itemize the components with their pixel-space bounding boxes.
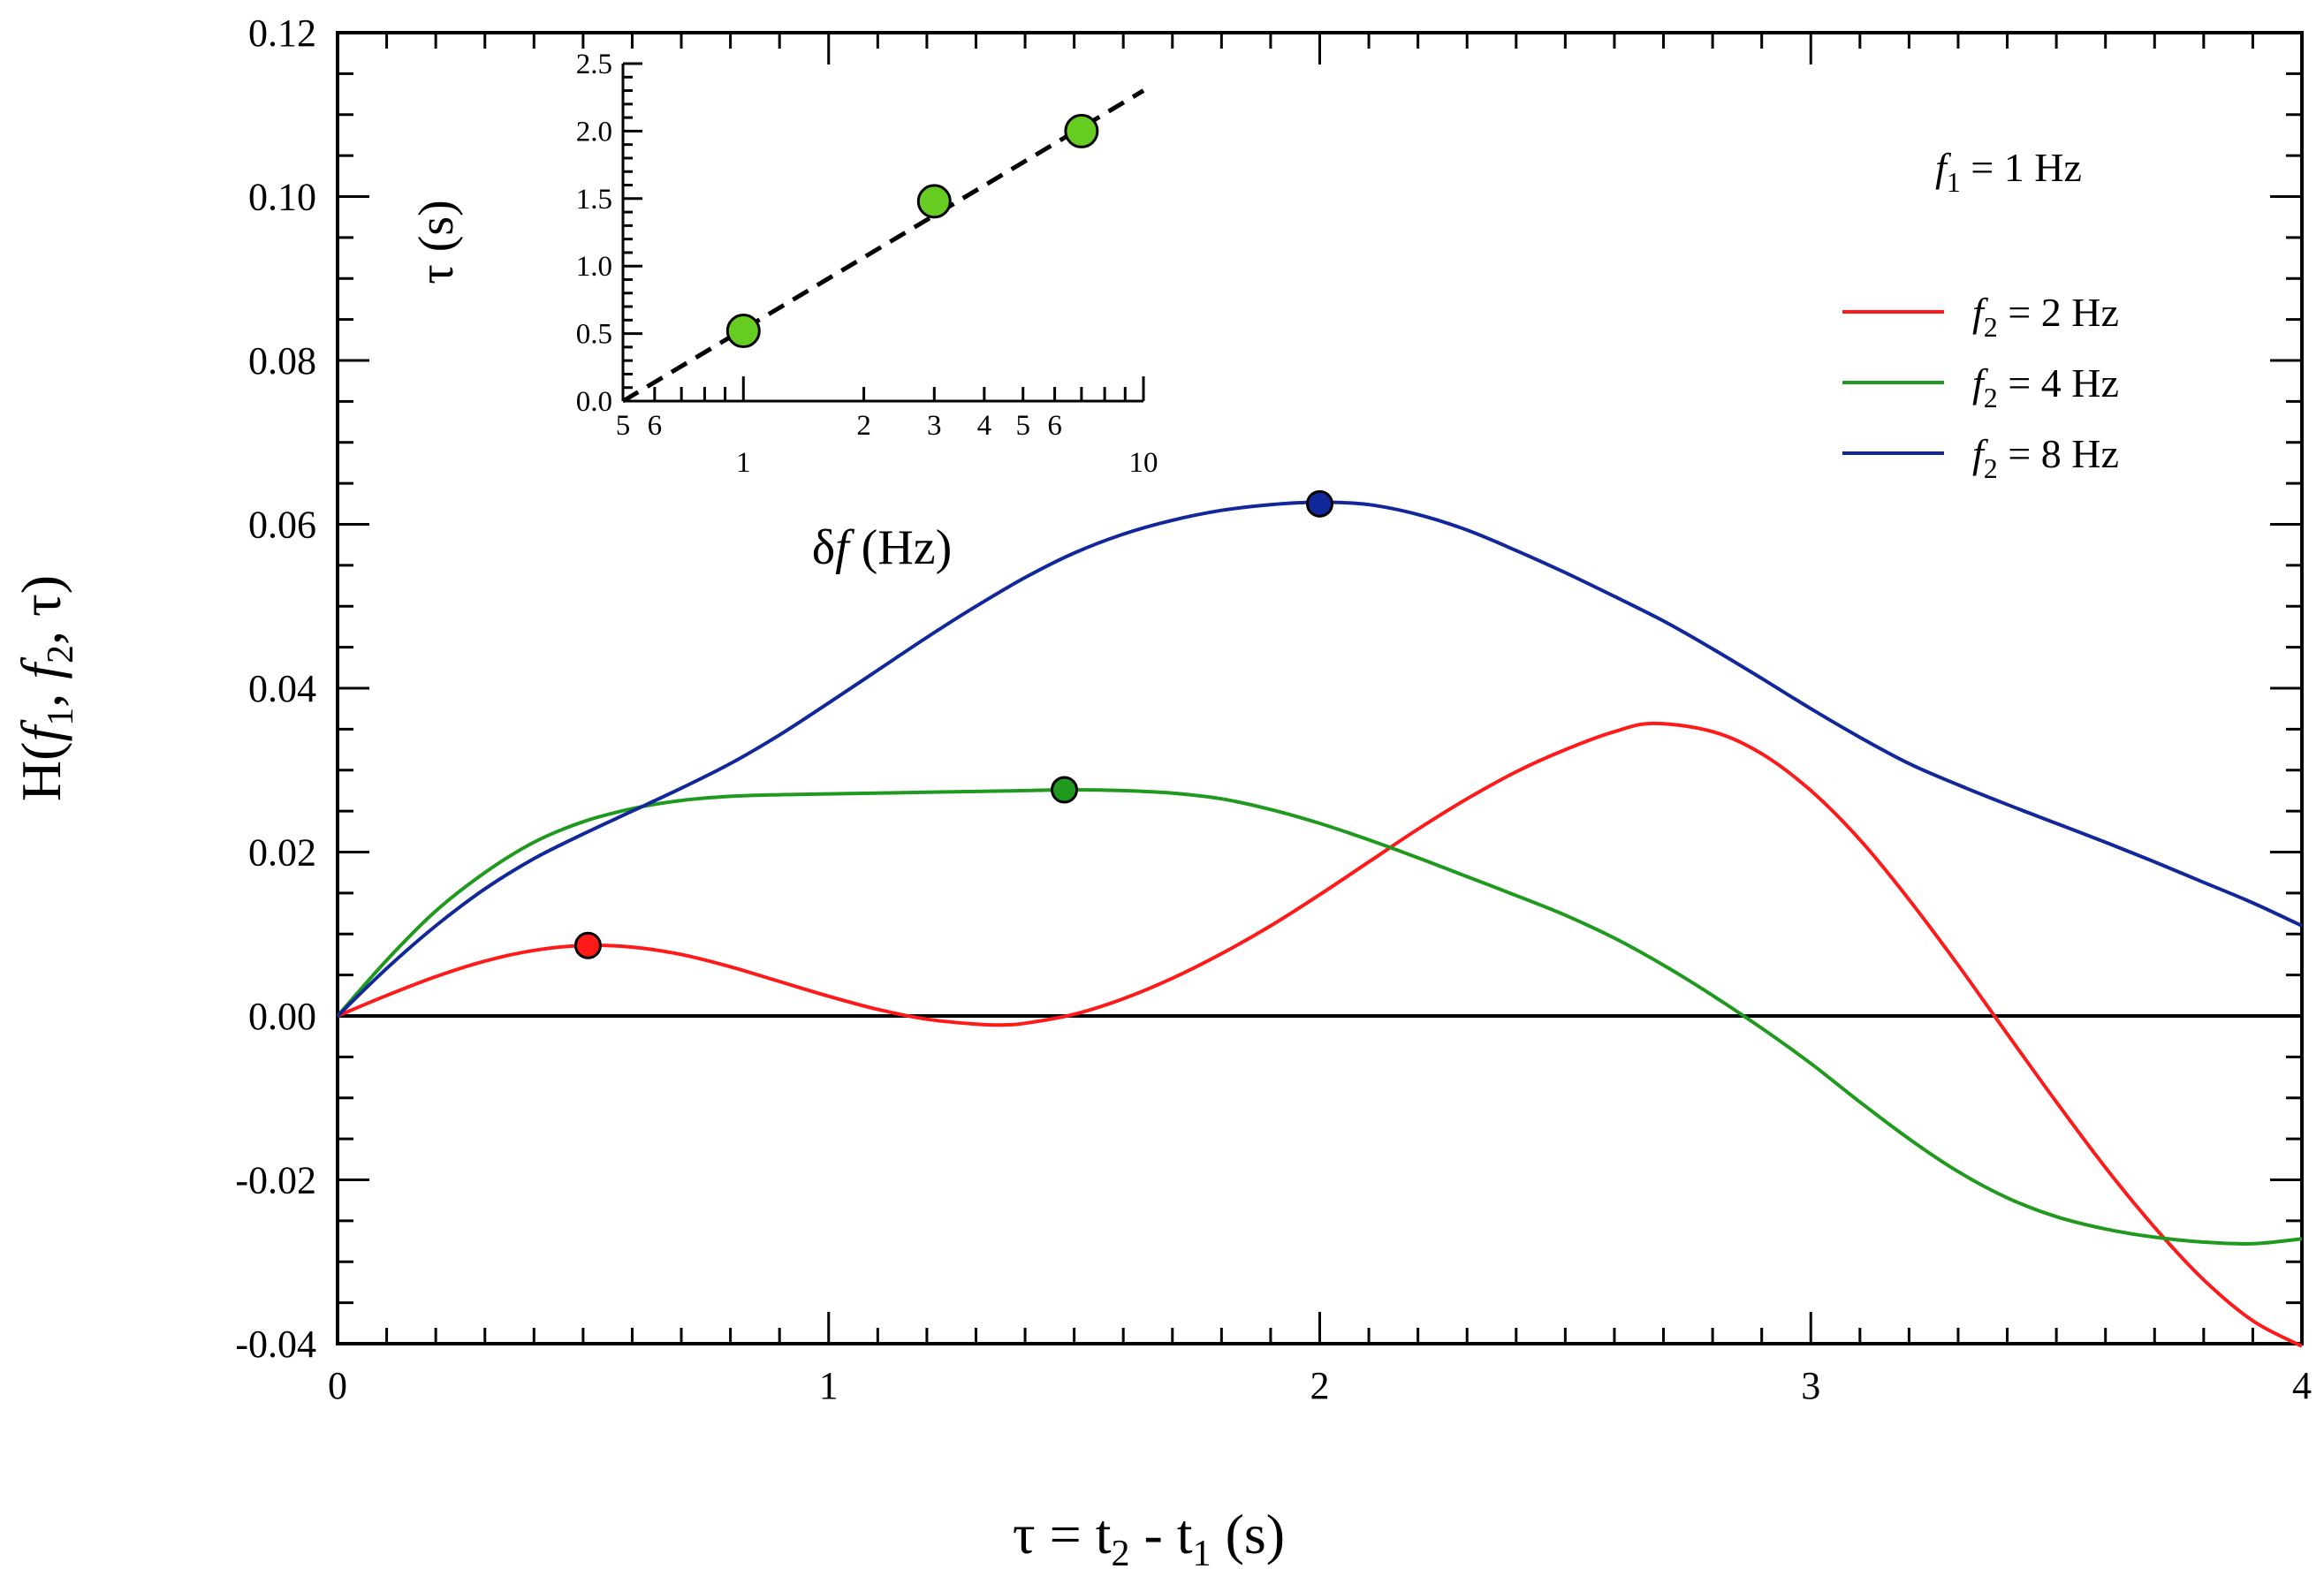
y-tick-label: 0.12: [248, 11, 316, 55]
inset-x-tick-label: 6: [648, 410, 663, 442]
inset-y-tick-label: 2.5: [576, 49, 612, 80]
legend: f2 = 2 Hz f2 = 4 Hz f2 = 8 Hz: [1842, 290, 2119, 484]
inset-data-point: [916, 184, 952, 219]
y-tick-label: 0.04: [248, 667, 316, 710]
y-tick-label: -0.04: [235, 1323, 316, 1366]
inset-y-tick-label: 1.0: [576, 251, 612, 283]
legend-label-sub: 2: [1984, 311, 1998, 343]
peak-marker-f2-4-hz: [1051, 776, 1079, 804]
peak-marker-f2-2-hz: [573, 931, 602, 959]
x-axis-title: τ = t2 - t1 (s): [1013, 1503, 1285, 1574]
y-tick-label: 0.08: [248, 339, 316, 383]
f1-annotation-value: = 1 Hz: [1961, 145, 2082, 190]
x-tick-label: 2: [1310, 1364, 1330, 1407]
inset-axis-ticks: [621, 62, 1145, 403]
inset-tick-labels: 0.00.51.01.52.02.55 612 3 4 5 610: [576, 49, 1158, 479]
inset-x-tick-label: 4: [977, 410, 992, 442]
inset-x-title-unit: (Hz): [849, 520, 953, 575]
y-axis-title-tau: , τ): [10, 575, 72, 645]
inset-y-tick-label: 1.5: [576, 184, 612, 216]
x-tick-label: 1: [819, 1364, 839, 1407]
inset-y-tick-label: 0.0: [576, 386, 612, 418]
x-axis-title-unit: (s): [1211, 1503, 1286, 1565]
legend-label-value: = 8 Hz: [1998, 431, 2119, 476]
series-line-f2-8-hz: [336, 500, 2303, 1018]
y-tick-label: 0.00: [248, 995, 316, 1038]
inset-x-tick-label: 5: [1015, 410, 1030, 442]
inset-x-tick-label: 10: [1129, 447, 1158, 479]
x-axis-title-sub1: 1: [1193, 1534, 1211, 1574]
inset-x-title: δf (Hz): [812, 520, 953, 575]
y-tick-label: 0.06: [248, 504, 316, 547]
main-tick-labels: 0 1 2 3 4-0.04-0.020.000.020.040.060.080.100…: [235, 11, 2312, 1407]
f1-annotation-sub: 1: [1947, 166, 1961, 198]
inset-fit-line: [621, 88, 1145, 404]
f1-annotation: f1 = 1 Hz: [1935, 145, 2082, 198]
y-tick-label: 0.02: [248, 831, 316, 875]
main-plot-frame: [336, 31, 2304, 1345]
inset-data-point: [1064, 113, 1099, 148]
x-tick-label: 3: [1801, 1364, 1820, 1407]
y-axis-title: H(f1, f2, τ): [10, 575, 81, 801]
y-tick-label: 0.10: [248, 176, 316, 219]
legend-label: f2 = 4 Hz: [1972, 360, 2119, 413]
inset-x-tick-label: 2: [856, 410, 871, 442]
legend-label-sub: 2: [1984, 382, 1998, 413]
x-tick-label: 4: [2292, 1364, 2312, 1407]
y-tick-label: -0.02: [235, 1159, 316, 1202]
legend-label-value: = 4 Hz: [1998, 360, 2119, 405]
inset-x-tick-label: 5: [616, 410, 631, 442]
legend-label-sub: 2: [1984, 452, 1998, 484]
inset-x-tick-label: 6: [1047, 410, 1062, 442]
peak-marker-f2-8-hz: [1306, 489, 1333, 518]
legend-label: f2 = 2 Hz: [1972, 290, 2119, 343]
inset-y-title: τ (s): [409, 200, 464, 284]
inset-x-tick-label: 1: [736, 447, 751, 479]
inset-x-tick-label: 3: [927, 410, 942, 442]
main-marker-group: [573, 489, 1333, 959]
x-axis-title-sub2: 2: [1111, 1534, 1129, 1574]
y-axis-title-h: H(: [10, 742, 72, 802]
inset-chart: 0.00.51.01.52.02.55 612 3 4 5 610 τ (s) δf (H…: [409, 49, 1158, 575]
inset-data-point: [725, 314, 761, 349]
y-axis-title-sub2: 2: [41, 645, 81, 663]
inset-y-tick-label: 2.0: [576, 116, 612, 148]
x-axis-title-mid: - t: [1129, 1503, 1192, 1565]
inset-point-group: [725, 113, 1099, 349]
y-axis-title-comma: ,: [10, 679, 72, 708]
main-axis-ticks: [336, 31, 2304, 1345]
legend-label: f2 = 8 Hz: [1972, 431, 2119, 484]
inset-x-title-delta: δ: [812, 520, 835, 575]
main-series-group: [336, 500, 2303, 1348]
x-axis-title-tau: τ = t: [1013, 1503, 1112, 1565]
inset-y-tick-label: 0.5: [576, 319, 612, 351]
series-line-f2-2-hz: [337, 721, 2303, 1348]
legend-label-value: = 2 Hz: [1998, 290, 2119, 335]
y-axis-title-sub1: 1: [41, 708, 81, 726]
x-tick-label: 0: [328, 1364, 347, 1407]
